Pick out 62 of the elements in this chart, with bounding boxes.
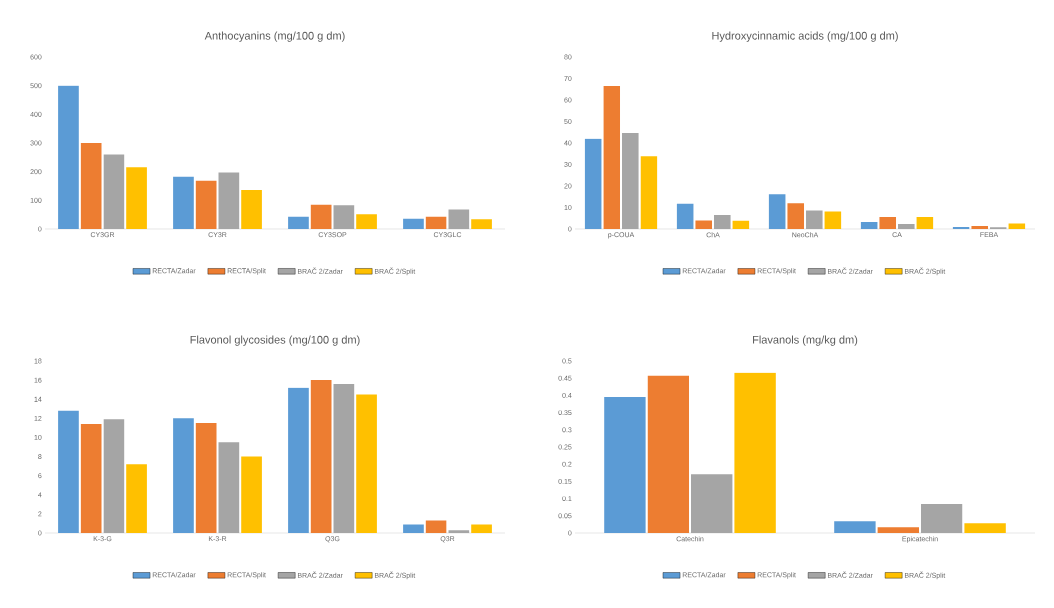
bar	[691, 474, 733, 534]
bar	[356, 394, 377, 534]
bar	[471, 524, 492, 534]
bar	[806, 210, 823, 229]
bar	[584, 138, 602, 229]
bar	[471, 219, 492, 229]
bar	[1008, 223, 1026, 229]
bar	[734, 372, 776, 534]
bar	[695, 220, 713, 229]
bar	[877, 527, 920, 534]
bar	[310, 380, 332, 534]
bar	[403, 218, 424, 229]
bar	[676, 203, 694, 229]
bar	[288, 387, 309, 534]
bar	[640, 156, 658, 229]
bar	[824, 211, 842, 229]
bar	[310, 204, 332, 229]
bar	[103, 419, 125, 534]
bar	[218, 172, 240, 229]
bar	[241, 190, 262, 229]
bar	[356, 214, 377, 229]
bar	[879, 216, 897, 229]
bar	[647, 375, 690, 534]
bar	[241, 456, 262, 534]
bar	[80, 424, 102, 534]
chart-title: Flavonol glycosides (mg/100 g dm)	[190, 335, 360, 346]
bar	[173, 176, 194, 229]
bar	[333, 205, 355, 229]
bar	[971, 225, 989, 229]
bar	[787, 203, 805, 229]
bar	[126, 464, 147, 534]
bar	[921, 504, 963, 534]
bar	[768, 194, 786, 229]
bar	[103, 154, 125, 229]
bar	[58, 85, 79, 229]
bar	[195, 180, 217, 229]
bar	[604, 397, 646, 534]
bar	[964, 523, 1006, 534]
bar	[860, 221, 878, 229]
bar	[622, 132, 639, 229]
chart-title: Anthocyanins (mg/100 g dm)	[204, 31, 345, 42]
chart-title: Flavanols (mg/kg dm)	[753, 335, 858, 346]
bar	[425, 520, 447, 534]
bar	[834, 521, 876, 534]
bar	[603, 86, 621, 229]
bar	[403, 524, 424, 534]
bar	[448, 209, 470, 229]
bar	[714, 215, 731, 229]
bar	[916, 216, 934, 229]
bar	[195, 423, 217, 534]
bar	[80, 143, 102, 229]
bar	[58, 410, 79, 534]
bar	[126, 167, 147, 229]
bar	[425, 216, 447, 229]
bar	[218, 442, 240, 534]
bar	[288, 216, 309, 229]
bar	[898, 224, 915, 229]
bar	[732, 220, 750, 229]
chart-title: Hydroxycinnamic acids (mg/100 g dm)	[712, 31, 898, 42]
bar	[448, 530, 470, 534]
bar	[333, 383, 355, 534]
bar	[173, 418, 194, 534]
